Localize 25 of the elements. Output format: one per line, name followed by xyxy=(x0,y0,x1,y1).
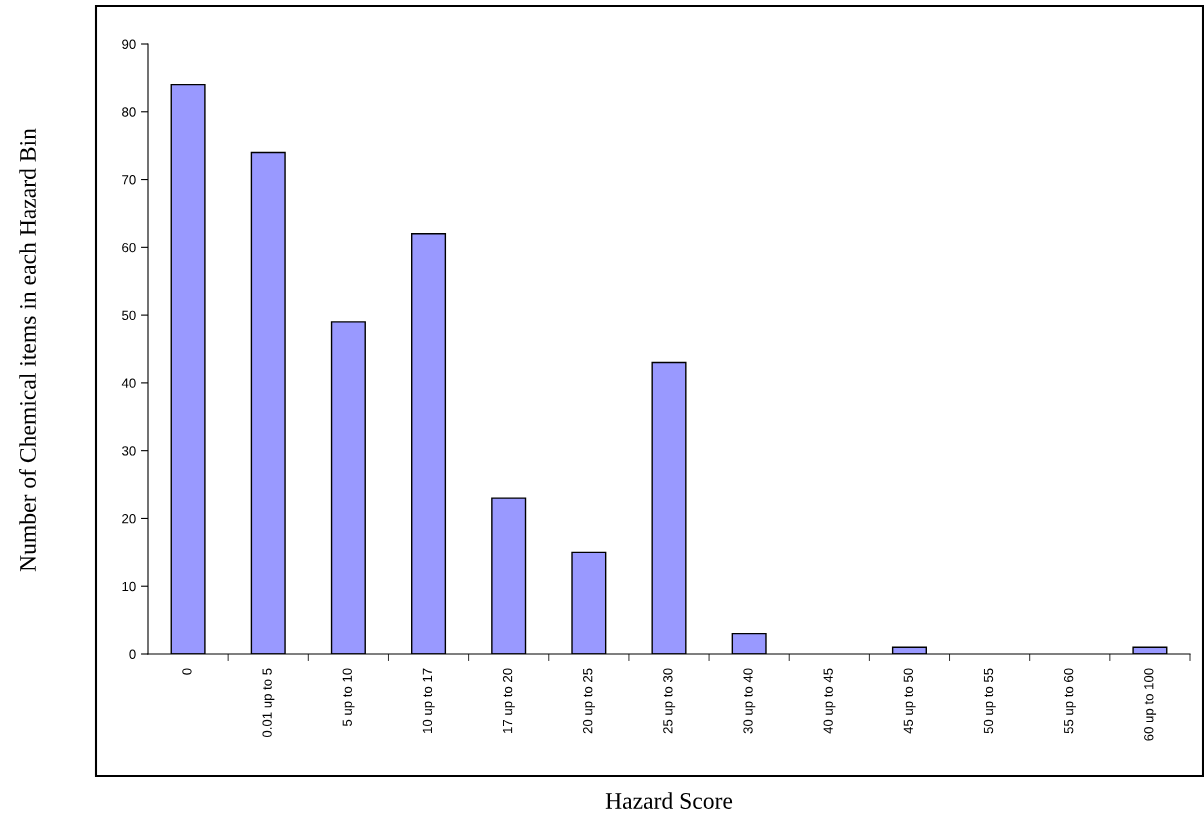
x-tick-label: 55 up to 60 xyxy=(1063,668,1076,734)
x-tick-label: 30 up to 40 xyxy=(743,668,756,734)
y-tick-label: 0 xyxy=(129,649,136,659)
y-tick-label: 30 xyxy=(122,446,136,456)
y-tick-label: 90 xyxy=(122,39,136,49)
y-axis-title: Number of Chemical items in each Hazard Bin xyxy=(19,128,36,572)
x-axis-title: Hazard Score xyxy=(605,792,733,809)
y-tick-label: 20 xyxy=(122,514,136,524)
y-tick-label: 50 xyxy=(122,310,136,321)
x-tick-label: 17 up to 20 xyxy=(502,668,515,733)
x-tick-label: 40 up to 45 xyxy=(823,668,836,734)
y-tick-label: 70 xyxy=(122,175,136,185)
x-tick-label: 20 up to 25 xyxy=(583,668,595,734)
y-tick-label: 60 xyxy=(122,242,136,253)
x-tick-label: 25 up to 30 xyxy=(663,668,676,734)
x-tick-label: 50 up to 55 xyxy=(983,668,996,734)
x-tick-label: 0.01 up to 5 xyxy=(262,668,275,738)
y-tick-label: 10 xyxy=(122,581,136,592)
y-tick-label: 40 xyxy=(121,378,136,388)
x-tick-label: 0 xyxy=(182,668,192,675)
x-tick-label: 5 up to 10 xyxy=(342,668,355,727)
x-tick-label: 60 up to 100 xyxy=(1144,668,1157,741)
x-tick-label: 45 up to 50 xyxy=(903,668,916,734)
x-tick-label: 10 up to 17 xyxy=(422,668,435,733)
y-tick-label: 80 xyxy=(122,107,136,117)
